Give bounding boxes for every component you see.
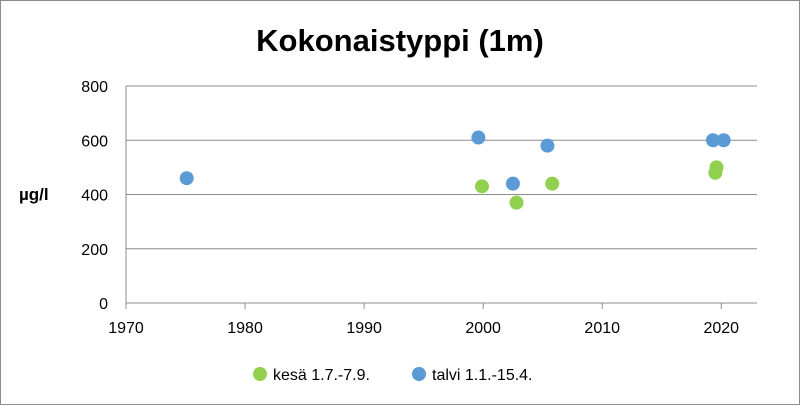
y-tick-labels: 0 200 400 600 800 [81, 79, 108, 313]
talvi-point [505, 176, 520, 191]
y-tick-label: 0 [99, 296, 108, 313]
y-tick-label: 400 [81, 188, 108, 205]
x-tick-labels: 1970 1980 1990 2000 2010 2020 [108, 320, 739, 337]
legend-label: kesä 1.7.-7.9. [273, 367, 370, 384]
talvi-point [716, 133, 731, 148]
legend-marker [253, 367, 267, 381]
legend: kesä 1.7.-7.9. talvi 1.1.-15.4. [253, 367, 533, 384]
x-tick-label: 2010 [584, 320, 620, 337]
talvi-point [705, 133, 720, 148]
talvi-point [471, 130, 486, 145]
gridlines [126, 85, 757, 250]
kesa-point [708, 165, 723, 180]
x-tick-label: 2020 [703, 320, 739, 337]
axes [125, 86, 757, 309]
y-tick-label: 200 [81, 242, 108, 259]
x-tick-label: 1970 [108, 320, 144, 337]
kesa-point [545, 176, 560, 191]
x-tick-label: 1980 [227, 320, 263, 337]
talvi-point [179, 171, 194, 186]
y-tick-label: 600 [81, 133, 108, 150]
x-tick-label: 2000 [465, 320, 501, 337]
data-points [179, 130, 731, 210]
y-tick-label: 800 [81, 79, 108, 96]
kesa-point [474, 179, 489, 194]
talvi-point [540, 138, 555, 153]
legend-marker [412, 367, 426, 381]
kesa-point [509, 195, 524, 210]
legend-label: talvi 1.1.-15.4. [432, 367, 533, 384]
x-tick-label: 1990 [346, 320, 382, 337]
chart-title: Kokonaistyppi (1m) [256, 23, 544, 58]
y-axis-label: µg/l [19, 185, 49, 204]
